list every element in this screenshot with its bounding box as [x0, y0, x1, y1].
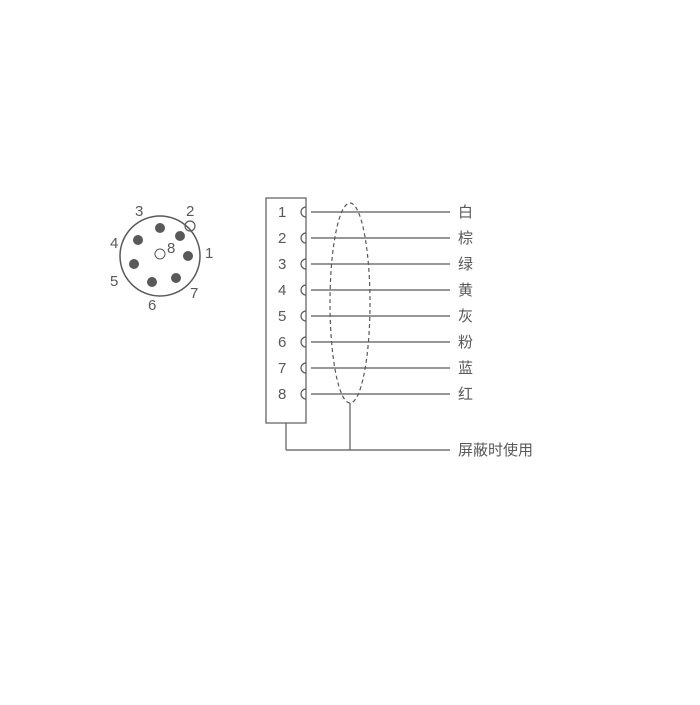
shield-ellipse: [330, 203, 370, 403]
terminal-number: 1: [278, 204, 286, 221]
connector-pin: [171, 273, 181, 283]
terminal-number: 8: [278, 386, 286, 403]
connector-pin-label: 8: [167, 240, 175, 257]
connector-pin: [147, 277, 157, 287]
connector-pin: [175, 231, 185, 241]
terminal-notch: [301, 207, 306, 217]
connector-pin: [155, 249, 165, 259]
connector-pin-label: 3: [135, 203, 143, 220]
connector-pin-label: 1: [205, 245, 213, 262]
diagram-svg: 123456781白2棕3绿4黄5灰6粉7蓝8红屏蔽时使用: [0, 0, 700, 700]
terminal-number: 4: [278, 282, 286, 299]
wire-color-label: 棕: [458, 230, 473, 247]
connector-pin-label: 4: [110, 235, 118, 252]
wire-color-label: 灰: [458, 308, 473, 325]
terminal-notch: [301, 285, 306, 295]
terminal-notch: [301, 311, 306, 321]
connector-pin-label: 5: [110, 273, 118, 290]
wire-color-label: 绿: [458, 256, 473, 273]
terminal-notch: [301, 337, 306, 347]
wire-color-label: 白: [458, 204, 473, 221]
connector-pin-label: 6: [148, 297, 156, 314]
terminal-notch: [301, 363, 306, 373]
terminal-number: 5: [278, 308, 286, 325]
connector-pin: [129, 259, 139, 269]
shield-label: 屏蔽时使用: [458, 442, 533, 459]
wire-color-label: 红: [458, 386, 473, 403]
terminal-number: 3: [278, 256, 286, 273]
connector-pin: [155, 223, 165, 233]
wire-color-label: 蓝: [458, 360, 473, 377]
terminal-notch: [301, 389, 306, 399]
terminal-notch: [301, 233, 306, 243]
wire-color-label: 粉: [458, 334, 473, 351]
connector-pin: [183, 251, 193, 261]
pinout-diagram: 123456781白2棕3绿4黄5灰6粉7蓝8红屏蔽时使用: [0, 0, 700, 700]
terminal-number: 2: [278, 230, 286, 247]
connector-pin-label: 2: [186, 203, 194, 220]
terminal-notch: [301, 259, 306, 269]
connector-pin-label: 7: [190, 285, 198, 302]
terminal-number: 6: [278, 334, 286, 351]
connector-pin: [133, 235, 143, 245]
wire-color-label: 黄: [458, 282, 473, 299]
terminal-number: 7: [278, 360, 286, 377]
